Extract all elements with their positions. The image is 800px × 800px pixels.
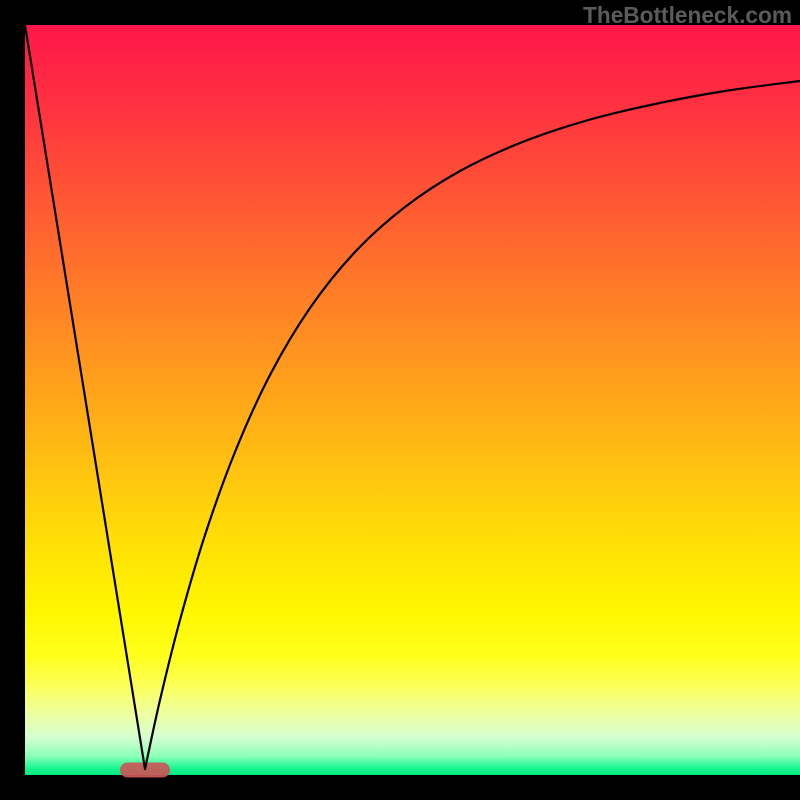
chart-container: TheBottleneck.com	[0, 0, 800, 800]
plot-background-gradient	[25, 25, 800, 775]
bottleneck-chart	[0, 0, 800, 800]
watermark-text: TheBottleneck.com	[583, 2, 792, 29]
